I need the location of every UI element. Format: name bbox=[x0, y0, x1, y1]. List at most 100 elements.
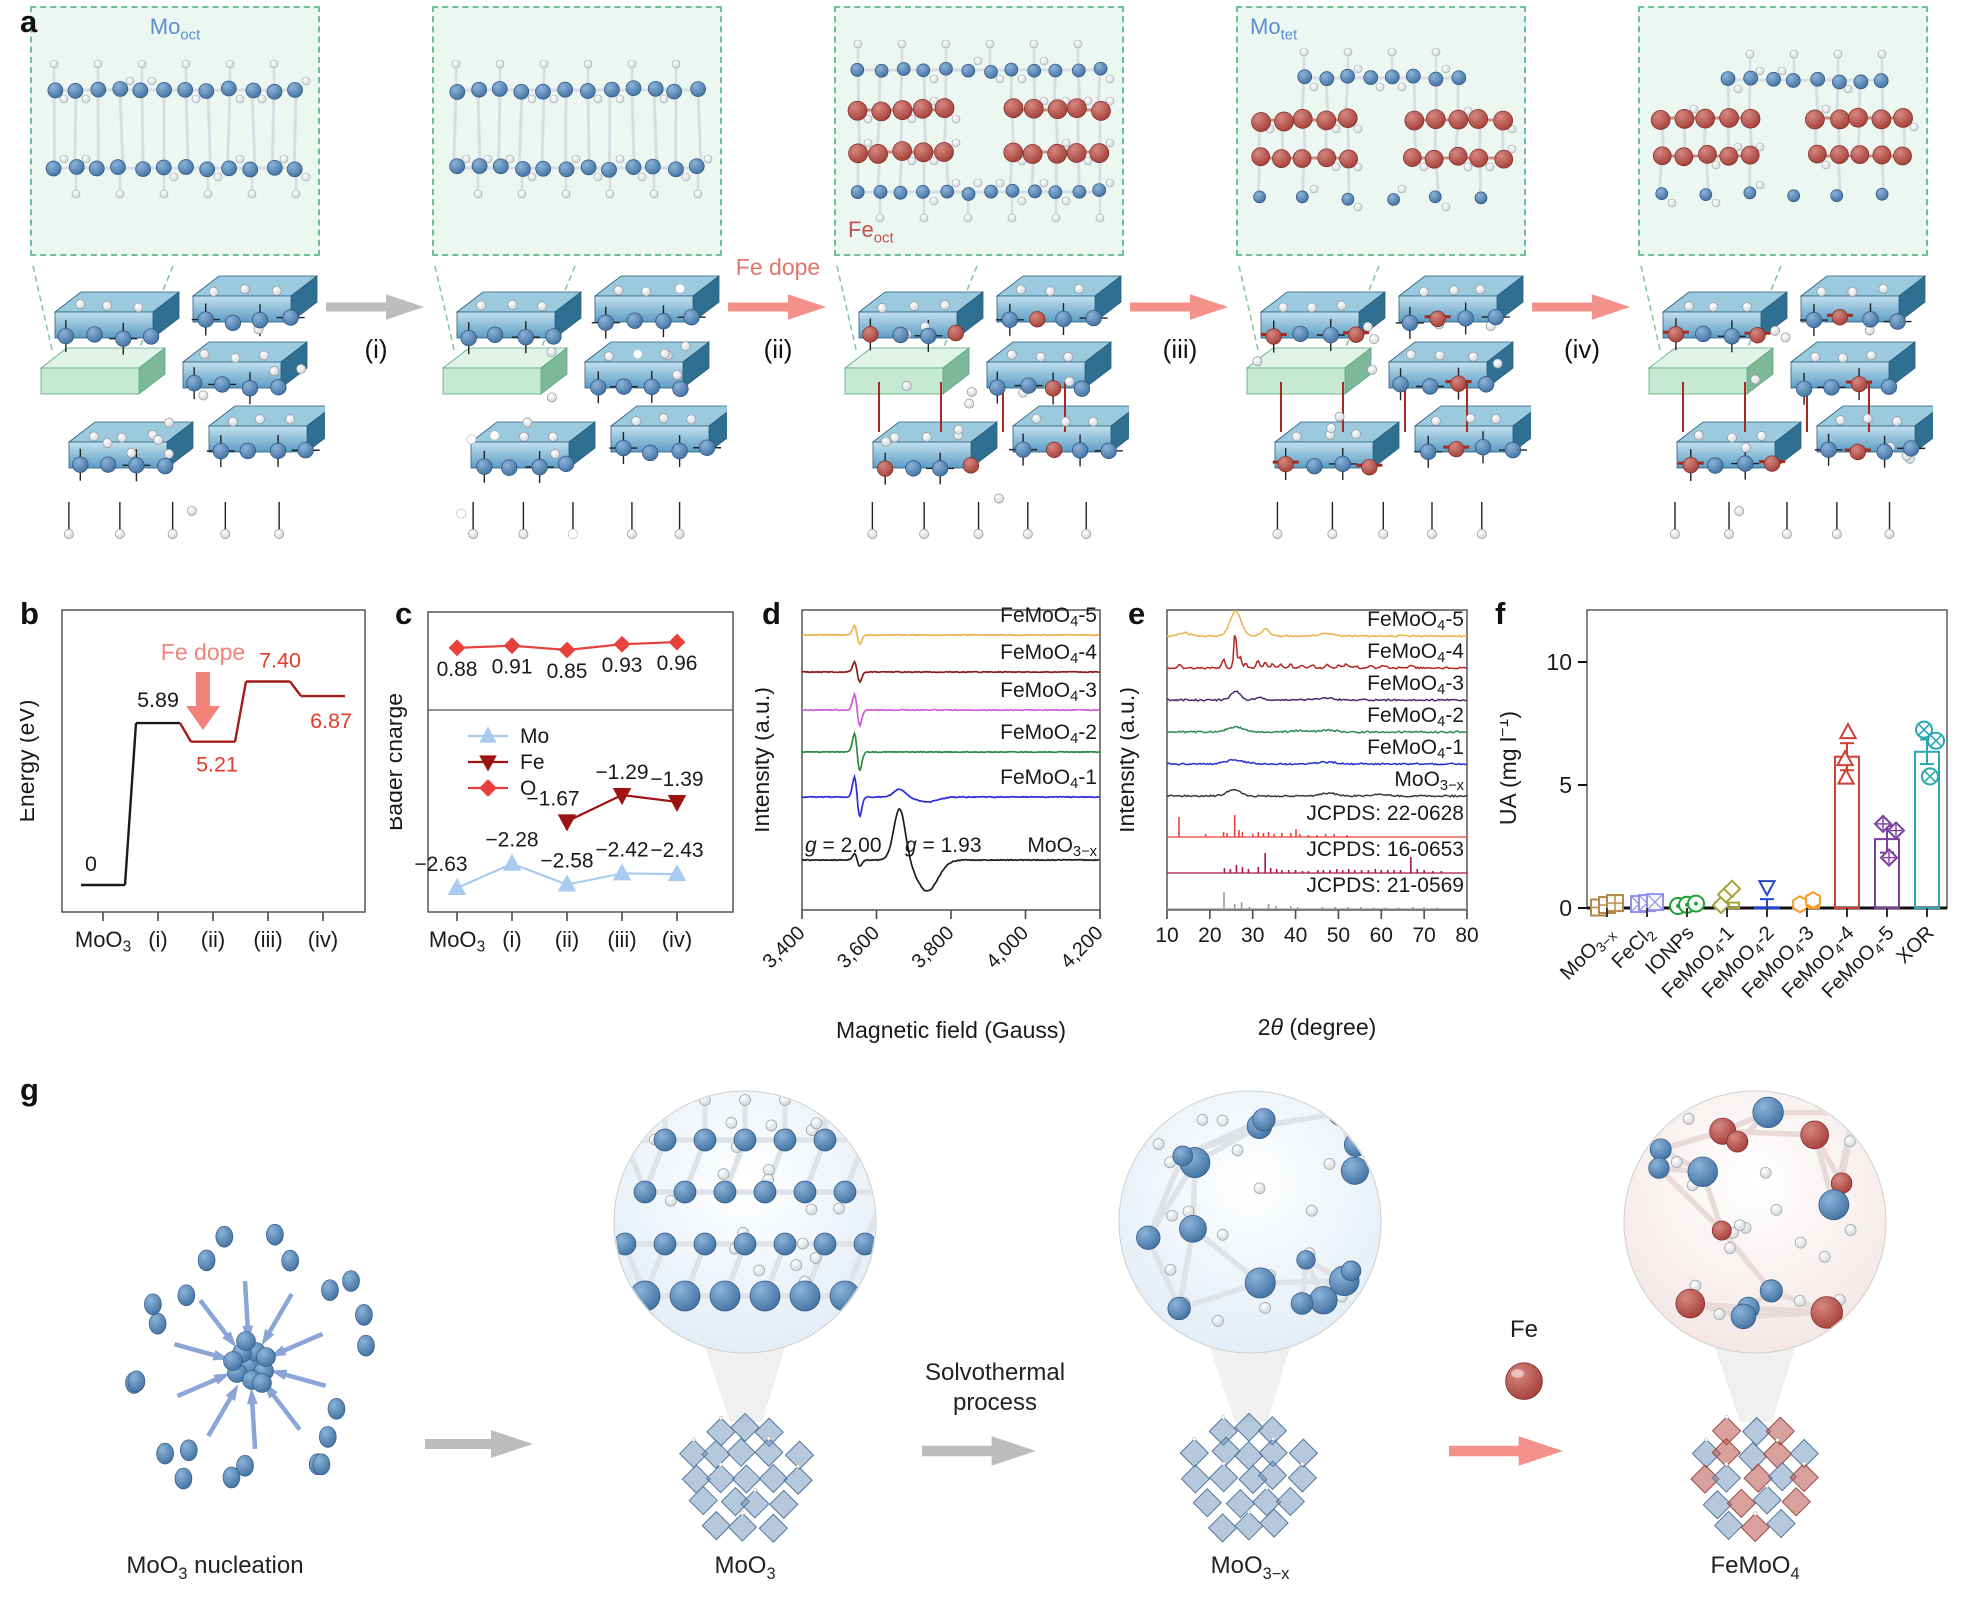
stage1-slab-illustration bbox=[32, 265, 325, 539]
stage-moo3-pristine: Mooct bbox=[25, 6, 325, 549]
svg-text:MoO3−x: MoO3−x bbox=[1027, 834, 1097, 860]
svg-text:FeMoO4-1: FeMoO4-1 bbox=[1367, 736, 1464, 762]
svg-text:6.87: 6.87 bbox=[310, 709, 352, 733]
svg-text:3,600: 3,600 bbox=[833, 922, 884, 973]
panel-a-sequence: Mooct (i) Fe dope (ii) bbox=[25, 6, 1933, 549]
solvothermal-line1: Solvothermal bbox=[924, 1359, 1066, 1386]
svg-text:FeMoO4-3: FeMoO4-3 bbox=[1367, 672, 1464, 698]
svg-text:40: 40 bbox=[1284, 924, 1307, 947]
moo3-nucleation-illustration bbox=[125, 1223, 375, 1490]
svg-text:4,000: 4,000 bbox=[982, 922, 1033, 973]
svg-text:3,800: 3,800 bbox=[908, 922, 959, 973]
panel-b: b 0 5.89 5.21 7.40 6.87 Fe dope MoO3 (i) (ii) (ii… bbox=[12, 588, 517, 1063]
svg-text:0: 0 bbox=[1559, 895, 1572, 921]
arrow-step-iv: (iv) bbox=[1531, 6, 1633, 549]
stage-femoo4 bbox=[1633, 6, 1933, 549]
svg-text:(ii): (ii) bbox=[201, 927, 225, 952]
svg-text:(iv): (iv) bbox=[662, 927, 693, 952]
arrow-right-icon bbox=[1532, 294, 1631, 320]
solvothermal-label: Solvothermal process bbox=[878, 1358, 1112, 1418]
svg-text:Energy (eV): Energy (eV) bbox=[20, 700, 39, 823]
arrow-step-iii: (iii) bbox=[1129, 6, 1231, 549]
svg-text:UA (mg l−1): UA (mg l−1) bbox=[1500, 711, 1521, 825]
svg-text:0.93: 0.93 bbox=[602, 654, 643, 677]
svg-text:Mo: Mo bbox=[520, 725, 549, 748]
svg-text:FeMoO4-4: FeMoO4-4 bbox=[1000, 641, 1097, 667]
fe-oct-label: Feoct bbox=[848, 216, 894, 246]
svg-text:Fe: Fe bbox=[520, 751, 545, 774]
svg-text:Magnetic field (Gauss): Magnetic field (Gauss) bbox=[836, 1017, 1066, 1043]
stage4-inset-box: Motet bbox=[1236, 6, 1526, 256]
svg-text:FeMoO4-2: FeMoO4-2 bbox=[1367, 704, 1464, 730]
svg-text:2θ (degree): 2θ (degree) bbox=[1258, 1014, 1377, 1040]
epr-spectra-chart: FeMoO4-5 FeMoO4-4 FeMoO4-3 FeMoO4-2 FeMoO4-1… bbox=[755, 604, 1108, 1043]
svg-text:60: 60 bbox=[1370, 924, 1393, 947]
fe-dope-arrow-icon bbox=[1448, 1436, 1563, 1466]
svg-text:10: 10 bbox=[1546, 649, 1572, 675]
svg-text:FeMoO4-2: FeMoO4-2 bbox=[1000, 721, 1097, 747]
svg-text:7.40: 7.40 bbox=[259, 649, 301, 673]
panel-c: c −2.63 −2.28 −2.58 −2.42 −2.43 −1.67 −1.29 −1.… bbox=[388, 588, 760, 1063]
uric-acid-bar-chart: 0510MoO3−xFeCl2IONPsFeMoO4-1FeMoO4-2FeMo… bbox=[1500, 609, 1948, 1003]
panel-f-letter: f bbox=[1495, 596, 1506, 631]
fe-atom-icon bbox=[1505, 1362, 1543, 1400]
svg-text:g = 2.00: g = 2.00 bbox=[805, 834, 882, 857]
svg-text:70: 70 bbox=[1412, 924, 1435, 947]
stage-fe-oct: Feoct bbox=[829, 6, 1129, 549]
caption-moo3-nucleation: MoO3 nucleation bbox=[126, 1552, 304, 1583]
stage1-lattice-illustration bbox=[45, 59, 311, 199]
panel-d: d FeMoO4-5 FeMoO4-4 FeMoO4-3 FeMoO4-2 FeMoO4… bbox=[755, 588, 1130, 1068]
panel-c-letter: c bbox=[395, 596, 413, 631]
caption-moo3: MoO3 bbox=[714, 1552, 776, 1583]
caption-moo3-x: MoO3−x bbox=[1210, 1552, 1290, 1583]
svg-text:g = 1.93: g = 1.93 bbox=[905, 834, 982, 857]
svg-text:JCPDS: 22-0628: JCPDS: 22-0628 bbox=[1306, 802, 1464, 825]
stage1-inset-box: Mooct bbox=[30, 6, 320, 256]
svg-text:3,400: 3,400 bbox=[759, 922, 810, 973]
stage5-lattice-illustration bbox=[1650, 49, 1919, 208]
svg-text:JCPDS: 16-0653: JCPDS: 16-0653 bbox=[1306, 838, 1464, 861]
panel-g: g MoO3 nucleation MoO3 Solvothermal proc… bbox=[0, 1060, 1975, 1621]
svg-text:MoO3: MoO3 bbox=[75, 927, 131, 955]
svg-text:(i): (i) bbox=[148, 927, 168, 952]
stage2-inset-box bbox=[432, 6, 722, 256]
stage3-slab-illustration bbox=[836, 265, 1129, 539]
moo3-structure-illustration bbox=[613, 1090, 877, 1543]
bader-charge-chart: −2.63 −2.28−2.58 −2.42 −2.43 −1.67 −1.29 −1.39… bbox=[390, 611, 734, 955]
svg-text:0: 0 bbox=[85, 852, 97, 876]
svg-text:−1.29: −1.29 bbox=[595, 761, 648, 784]
svg-text:(iii): (iii) bbox=[253, 927, 282, 952]
stage3-inset-box: Feoct bbox=[834, 6, 1124, 256]
panel-f: f 0 5 10 MoO3−x FeCl2 IONPs FeMoO4-1 FeMoO4-2 Fe… bbox=[1492, 588, 1975, 1068]
svg-text:FeMoO4-3: FeMoO4-3 bbox=[1000, 679, 1097, 705]
svg-text:(iv): (iv) bbox=[308, 927, 339, 952]
arrow-right-icon bbox=[1130, 294, 1229, 320]
svg-text:20: 20 bbox=[1198, 924, 1221, 947]
arrow-right-icon bbox=[425, 1430, 533, 1458]
moo3-x-structure-illustration bbox=[1118, 1090, 1382, 1543]
step-iii-label: (iii) bbox=[1162, 334, 1198, 364]
svg-text:0.85: 0.85 bbox=[547, 660, 588, 683]
svg-text:0.96: 0.96 bbox=[657, 652, 698, 675]
stage3-lattice-illustration bbox=[847, 39, 1115, 223]
svg-text:FeMoO4-5: FeMoO4-5 bbox=[1367, 608, 1464, 634]
panel-d-letter: d bbox=[762, 596, 781, 631]
arrow-step-i: (i) bbox=[325, 6, 427, 549]
svg-text:(iii): (iii) bbox=[607, 927, 636, 952]
svg-text:−2.58: −2.58 bbox=[540, 850, 593, 873]
svg-text:30: 30 bbox=[1241, 924, 1264, 947]
svg-text:10: 10 bbox=[1155, 924, 1178, 947]
svg-text:(ii): (ii) bbox=[555, 927, 579, 952]
step-ii-label: (ii) bbox=[763, 334, 793, 364]
femoo4-structure-illustration bbox=[1623, 1090, 1887, 1543]
svg-text:O: O bbox=[520, 777, 536, 800]
panel-b-letter: b bbox=[20, 596, 39, 631]
solvothermal-line2: process bbox=[952, 1389, 1038, 1416]
stage5-inset-box bbox=[1638, 6, 1928, 256]
svg-text:Fe dope: Fe dope bbox=[161, 639, 245, 665]
panel-a: a Mooct (i) Fe dope bbox=[0, 0, 1975, 586]
mo-oct-label: Mooct bbox=[149, 14, 201, 44]
svg-text:4,200: 4,200 bbox=[1057, 922, 1108, 973]
svg-text:Intensity (a.u.): Intensity (a.u.) bbox=[1120, 687, 1139, 833]
svg-text:FeMoO4-4: FeMoO4-4 bbox=[1367, 640, 1464, 666]
